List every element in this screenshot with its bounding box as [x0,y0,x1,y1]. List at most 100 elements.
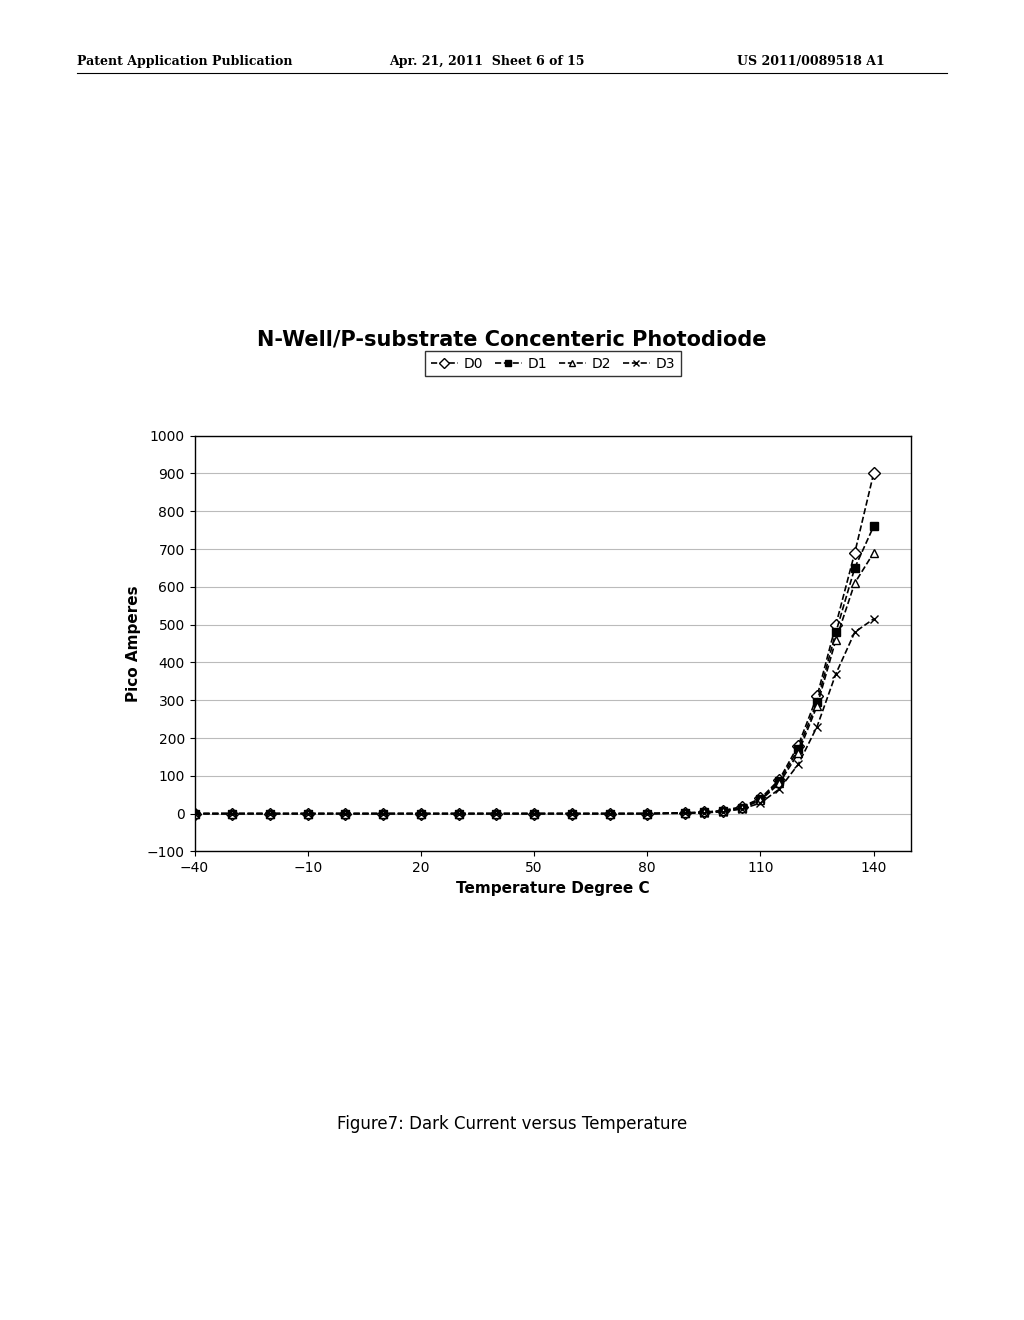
D2 [415,805,427,821]
D2 [867,545,880,561]
D2 [697,805,710,821]
D1 [792,742,804,758]
D0 [603,805,615,821]
D1 [829,624,842,640]
D0 [339,805,351,821]
D0 [811,689,823,705]
D3 [792,756,804,772]
D0 [717,803,729,818]
D3 [867,611,880,627]
D3 [755,795,767,810]
D0 [755,791,767,807]
D0 [829,616,842,632]
Text: Apr. 21, 2011  Sheet 6 of 15: Apr. 21, 2011 Sheet 6 of 15 [389,55,585,69]
D2 [565,805,578,821]
D3 [717,804,729,820]
D0 [490,805,503,821]
D0 [849,545,861,561]
D3 [339,805,351,821]
Line: D1: D1 [190,523,878,818]
X-axis label: Temperature Degree C: Temperature Degree C [456,880,650,896]
Line: D3: D3 [190,615,878,818]
D3 [264,805,276,821]
Y-axis label: Pico Amperes: Pico Amperes [126,585,141,702]
D2 [829,632,842,648]
D3 [603,805,615,821]
D1 [697,805,710,821]
D2 [264,805,276,821]
D2 [679,805,691,821]
D1 [773,774,785,789]
D0 [792,738,804,754]
D3 [829,665,842,681]
D1 [867,519,880,535]
D1 [849,560,861,576]
D0 [565,805,578,821]
D3 [528,805,541,821]
D1 [188,805,201,821]
D1 [717,803,729,818]
D2 [302,805,314,821]
D1 [302,805,314,821]
D0 [773,772,785,788]
Text: Figure7: Dark Current versus Temperature: Figure7: Dark Current versus Temperature [337,1115,687,1134]
Line: D0: D0 [190,469,878,818]
D2 [528,805,541,821]
D3 [490,805,503,821]
D2 [811,698,823,714]
D1 [226,805,239,821]
D2 [641,805,653,821]
D1 [490,805,503,821]
D2 [603,805,615,821]
D3 [849,624,861,640]
D0 [735,799,748,814]
D2 [226,805,239,821]
D3 [679,805,691,821]
D0 [415,805,427,821]
D2 [453,805,465,821]
Text: Patent Application Publication: Patent Application Publication [77,55,292,69]
D0 [867,466,880,482]
D0 [528,805,541,821]
D2 [490,805,503,821]
D2 [755,792,767,808]
D1 [811,694,823,710]
D0 [264,805,276,821]
D3 [415,805,427,821]
D3 [188,805,201,821]
D2 [188,805,201,821]
D2 [773,775,785,791]
Line: D2: D2 [190,549,878,818]
D1 [565,805,578,821]
D3 [565,805,578,821]
D2 [377,805,389,821]
D3 [773,781,785,797]
D0 [377,805,389,821]
D2 [735,800,748,816]
D1 [679,805,691,821]
D3 [697,805,710,821]
D3 [226,805,239,821]
D2 [849,576,861,591]
D2 [339,805,351,821]
D0 [679,805,691,821]
D1 [603,805,615,821]
D0 [697,804,710,820]
D1 [641,805,653,821]
Legend: D0, D1, D2, D3: D0, D1, D2, D3 [425,351,681,376]
D3 [377,805,389,821]
D1 [377,805,389,821]
D3 [811,718,823,734]
Text: N-Well/P-substrate Concenteric Photodiode: N-Well/P-substrate Concenteric Photodiod… [257,330,767,350]
D2 [717,804,729,820]
D0 [641,805,653,821]
D0 [302,805,314,821]
D0 [226,805,239,821]
D3 [735,801,748,817]
D3 [641,805,653,821]
D0 [188,805,201,821]
D1 [528,805,541,821]
D1 [339,805,351,821]
D3 [453,805,465,821]
D1 [264,805,276,821]
